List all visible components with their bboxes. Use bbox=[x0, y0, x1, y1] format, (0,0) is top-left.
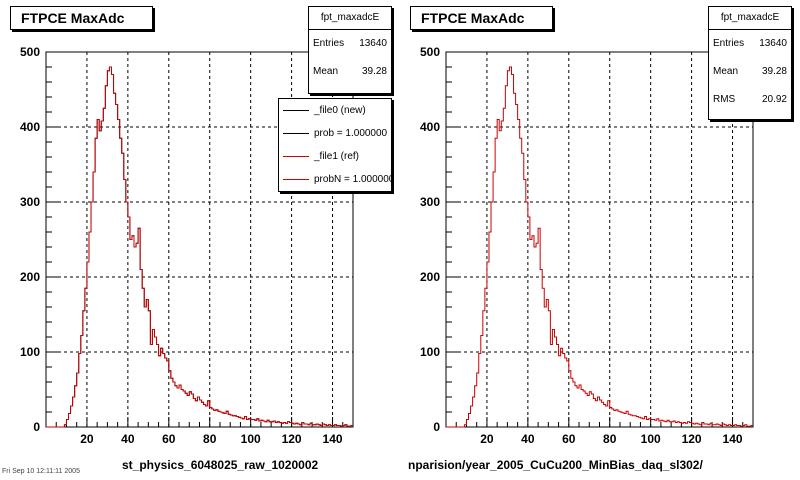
left-legend: _file0 (new) prob = 1.000000 _file1 (ref… bbox=[278, 98, 392, 192]
stats-row-rms: RMS 20.92 bbox=[709, 86, 791, 114]
x-tick-label: 60 bbox=[562, 432, 576, 446]
stats-row-mean: Mean 39.28 bbox=[309, 58, 391, 86]
right-stats-box: fpt_maxadcE Entries 13640 Mean 39.28 RMS… bbox=[708, 6, 792, 120]
left-footer-text: Fri Sep 10 12:11:11 2005 bbox=[2, 468, 80, 475]
histogram-series bbox=[446, 66, 753, 428]
y-tick-label: 500 bbox=[420, 45, 440, 59]
y-tick-label: 200 bbox=[20, 270, 40, 284]
stats-label: Mean bbox=[313, 66, 339, 77]
x-tick-label: 80 bbox=[203, 432, 217, 446]
y-tick-label: 400 bbox=[20, 120, 40, 134]
stats-name: fpt_maxadcE bbox=[709, 7, 791, 30]
x-tick-label: 80 bbox=[603, 432, 617, 446]
legend-swatch bbox=[283, 133, 309, 134]
right-histogram: 20 40 60 80 100 120 140 0 100 200 300 400 500 bbox=[420, 45, 754, 446]
y-tick-label: 0 bbox=[33, 420, 40, 434]
stats-label: Entries bbox=[713, 38, 745, 49]
legend-label: _file0 (new) bbox=[314, 105, 366, 116]
right-title: FTPCE MaxAdc bbox=[410, 6, 553, 30]
x-tick-label: 40 bbox=[121, 432, 135, 446]
legend-swatch bbox=[283, 179, 309, 180]
legend-label: _file1 (ref) bbox=[314, 151, 360, 162]
legend-swatch bbox=[283, 110, 309, 111]
legend-entry: _file0 (new) bbox=[279, 99, 391, 122]
stats-name: fpt_maxadcE bbox=[309, 7, 391, 30]
x-tick-label: 140 bbox=[723, 432, 743, 446]
y-tick-label: 400 bbox=[420, 120, 440, 134]
legend-swatch bbox=[283, 156, 309, 157]
legend-entry: _file1 (ref) bbox=[279, 145, 391, 168]
y-tick-label: 200 bbox=[420, 270, 440, 284]
stats-value: 39.28 bbox=[361, 66, 387, 77]
y-tick-label: 300 bbox=[20, 195, 40, 209]
right-bottom-label: nparision/year_2005_CuCu200_MinBias_daq_… bbox=[408, 458, 703, 472]
stats-row-entries: Entries 13640 bbox=[709, 30, 791, 58]
y-tick-label: 100 bbox=[20, 345, 40, 359]
legend-entry: probN = 1.000000 bbox=[279, 168, 391, 191]
y-tick-label: 0 bbox=[433, 420, 440, 434]
x-tick-label: 120 bbox=[282, 432, 302, 446]
plot-frame bbox=[445, 51, 754, 428]
stats-label: Entries bbox=[313, 38, 345, 49]
left-title: FTPCE MaxAdc bbox=[10, 6, 153, 30]
histogram-series bbox=[46, 66, 353, 428]
legend-label: probN = 1.000000 bbox=[314, 174, 392, 185]
legend-entry: prob = 1.000000 bbox=[279, 122, 391, 145]
left-bottom-label: st_physics_6048025_raw_1020002 bbox=[122, 458, 319, 472]
stats-label: Mean bbox=[713, 66, 739, 77]
stats-value: 39.28 bbox=[761, 66, 787, 77]
stats-value: 13640 bbox=[759, 38, 787, 49]
left-panel: 20 40 60 80 100 120 140 0 100 200 300 400 500 FTPCE … bbox=[2, 6, 392, 475]
left-stats-box: fpt_maxadcE Entries 13640 Mean 39.28 bbox=[308, 6, 392, 94]
stats-value: 20.92 bbox=[761, 94, 787, 105]
stats-value: 13640 bbox=[359, 38, 387, 49]
y-tick-label: 500 bbox=[20, 45, 40, 59]
y-tick-label: 300 bbox=[420, 195, 440, 209]
x-tick-label: 100 bbox=[241, 432, 261, 446]
x-tick-label: 140 bbox=[323, 432, 343, 446]
x-tick-label: 100 bbox=[641, 432, 661, 446]
x-tick-label: 120 bbox=[682, 432, 702, 446]
x-tick-label: 60 bbox=[162, 432, 176, 446]
stats-row-entries: Entries 13640 bbox=[309, 30, 391, 58]
x-tick-label: 20 bbox=[480, 432, 494, 446]
stats-row-mean: Mean 39.28 bbox=[709, 58, 791, 86]
y-tick-label: 100 bbox=[420, 345, 440, 359]
right-panel: 20 40 60 80 100 120 140 0 100 200 300 400 500 FTPCE … bbox=[400, 0, 800, 480]
legend-label: prob = 1.000000 bbox=[314, 128, 388, 139]
x-tick-label: 40 bbox=[521, 432, 535, 446]
x-tick-label: 20 bbox=[80, 432, 94, 446]
stats-label: RMS bbox=[713, 94, 736, 105]
